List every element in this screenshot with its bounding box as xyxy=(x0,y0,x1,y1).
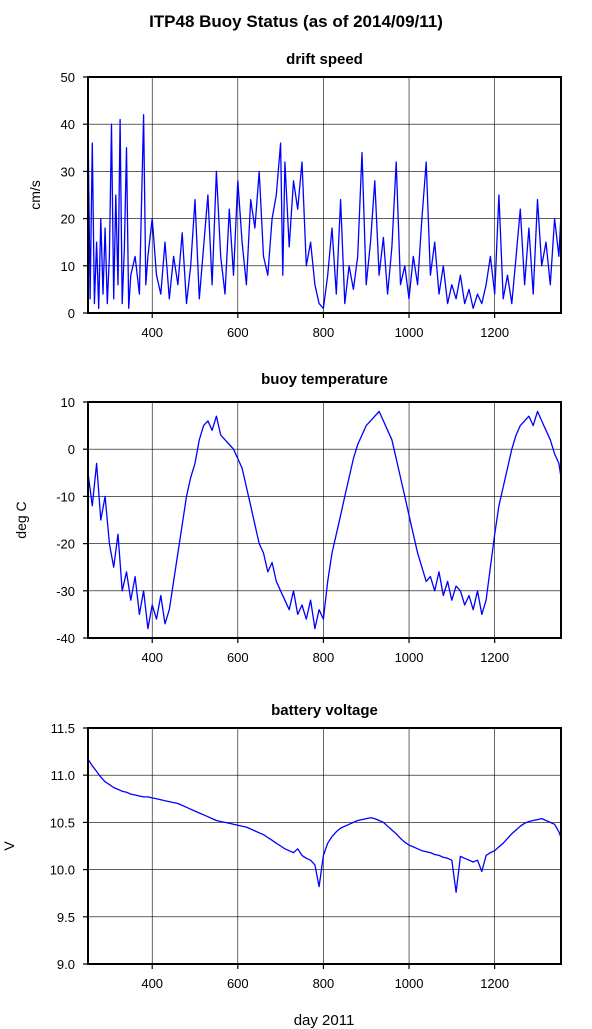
y-tick-label: 11.5 xyxy=(51,721,75,736)
x-tick-label: 800 xyxy=(313,650,335,665)
panel-1: drift speed cm/s 400 600 800 1000 1200 0 10 20 30 4… xyxy=(27,51,562,340)
data-series-line xyxy=(87,410,562,630)
data-series-line xyxy=(87,758,562,893)
y-tick-label: 0 xyxy=(68,306,75,321)
y-tick-label: 11.0 xyxy=(51,768,75,783)
x-tick-label: 1200 xyxy=(480,325,509,340)
y-tick-label: 9.5 xyxy=(57,910,75,925)
x-tick-label: 400 xyxy=(141,650,163,665)
x-tick-label: 600 xyxy=(227,650,249,665)
plot-frame xyxy=(87,727,562,965)
y-tick-label: 40 xyxy=(61,117,75,132)
x-tick-label: 1200 xyxy=(480,650,509,665)
panel-2: buoy temperature deg C 400 600 800 1000 1200 -4… xyxy=(13,371,562,665)
y-tick-label: 9.0 xyxy=(57,957,75,972)
y-tick-label: -30 xyxy=(56,584,75,599)
plot-frame xyxy=(87,76,562,314)
x-tick-label: 800 xyxy=(313,325,335,340)
plot-frame xyxy=(87,401,562,639)
y-tick-label: 10 xyxy=(61,259,75,274)
x-tick-label: 1000 xyxy=(395,650,424,665)
y-axis-label: V xyxy=(1,841,17,851)
panel-3: battery voltage V 400 600 800 1000 1200 9.0 9.5 1… xyxy=(1,702,562,991)
y-tick-label: 0 xyxy=(68,442,75,457)
panel-title: battery voltage xyxy=(271,702,378,719)
y-axis-label: cm/s xyxy=(27,180,43,210)
y-tick-label: 30 xyxy=(61,164,75,179)
y-tick-label: 10.0 xyxy=(50,863,75,878)
x-tick-label: 1000 xyxy=(395,976,424,991)
x-tick-label: 600 xyxy=(227,976,249,991)
y-tick-label: 10 xyxy=(61,395,75,410)
y-tick-label: -10 xyxy=(56,489,75,504)
y-tick-label: 50 xyxy=(61,70,75,85)
x-tick-label: 600 xyxy=(227,325,249,340)
x-tick-label: 800 xyxy=(313,976,335,991)
y-tick-label: 20 xyxy=(61,212,75,227)
y-tick-label: -20 xyxy=(56,537,75,552)
x-tick-label: 1200 xyxy=(480,976,509,991)
y-axis-label: deg C xyxy=(13,501,29,538)
panel-title: buoy temperature xyxy=(261,371,388,388)
data-series-line xyxy=(87,114,562,309)
x-tick-label: 400 xyxy=(141,325,163,340)
x-axis-label: day 2011 xyxy=(293,1012,355,1029)
y-tick-label: -40 xyxy=(56,631,75,646)
panel-title: drift speed xyxy=(286,51,363,68)
x-tick-label: 1000 xyxy=(395,325,424,340)
figure-title: ITP48 Buoy Status (as of 2014/09/11) xyxy=(149,12,443,31)
y-tick-label: 10.5 xyxy=(50,815,75,830)
x-tick-label: 400 xyxy=(141,976,163,991)
